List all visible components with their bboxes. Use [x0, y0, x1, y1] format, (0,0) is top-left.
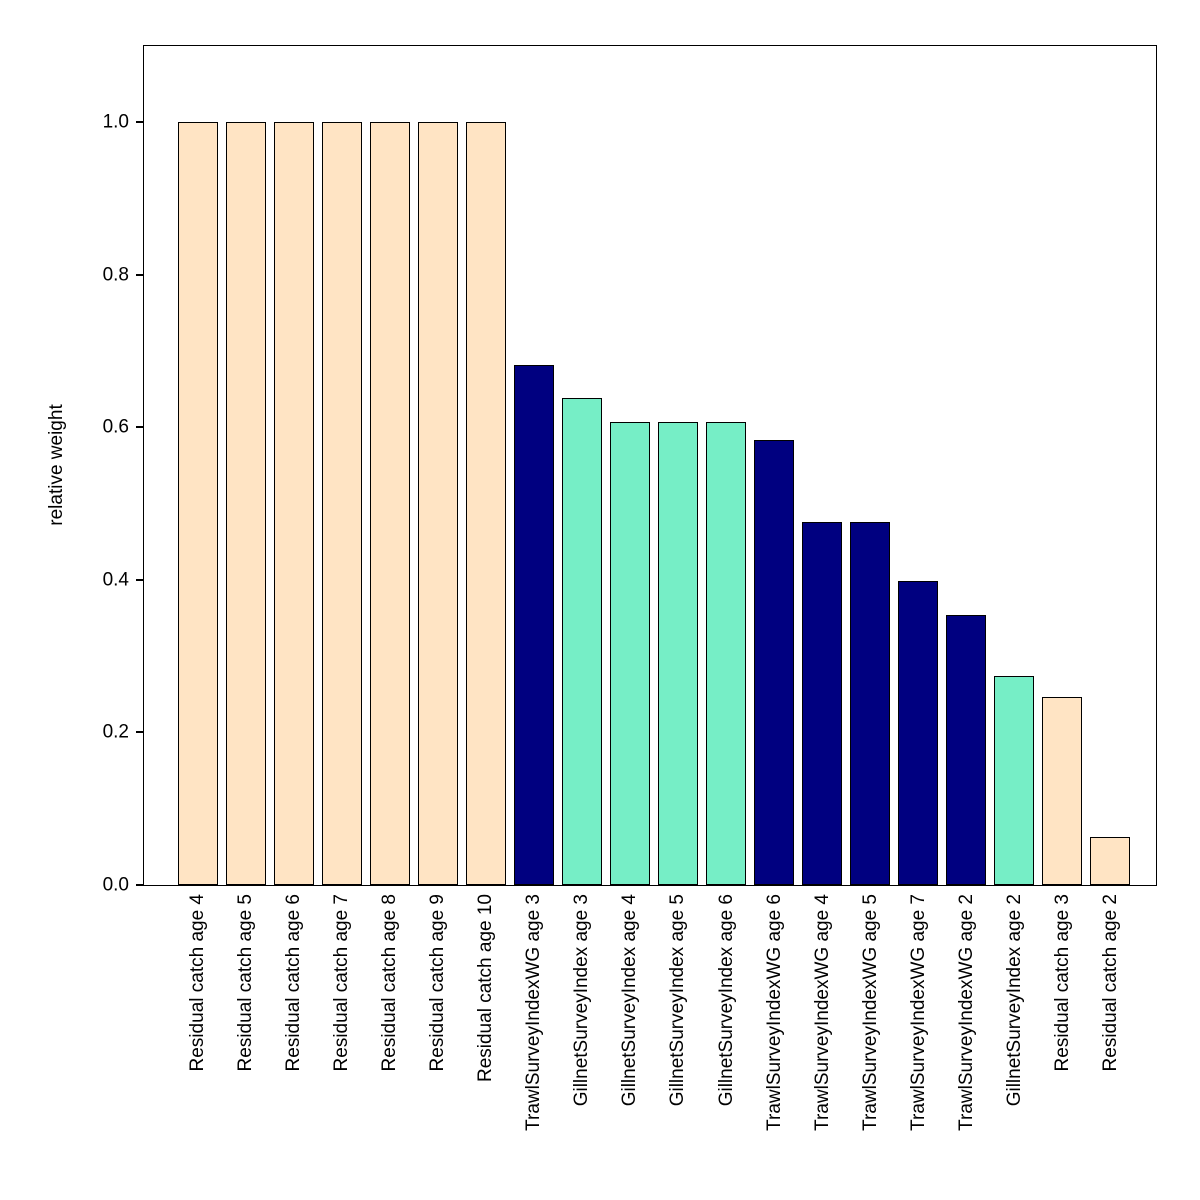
x-label-slot: GillnetSurveyIndex age 3 [558, 894, 606, 1106]
bar [706, 422, 746, 885]
bar-slot [318, 122, 366, 885]
bar-slot [414, 122, 462, 885]
bar [850, 521, 890, 885]
bar [898, 580, 938, 885]
x-label-slot: TrawlSurveyIndexWG age 2 [943, 894, 991, 1131]
bar-slot [654, 422, 702, 885]
x-tick-label: TrawlSurveyIndexWG age 5 [859, 894, 881, 1131]
bar [610, 422, 650, 885]
x-tick-label: TrawlSurveyIndexWG age 6 [763, 894, 785, 1131]
bar [1042, 697, 1082, 885]
y-axis-tick [136, 884, 144, 886]
bars-container [174, 46, 1134, 885]
bar-slot [750, 440, 798, 885]
bar-slot [462, 122, 510, 885]
x-label-slot: Residual catch age 9 [413, 894, 461, 1071]
y-tick-label: 0.2 [102, 721, 129, 743]
x-label-slot: Residual catch age 6 [269, 894, 317, 1071]
bar [514, 364, 554, 885]
bar [370, 122, 410, 885]
y-tick-label: 0.4 [102, 569, 129, 591]
bar [466, 122, 506, 885]
bar-slot [1038, 697, 1086, 885]
bar-slot [366, 122, 414, 885]
x-label-slot: TrawlSurveyIndexWG age 6 [750, 894, 798, 1131]
x-label-slot: GillnetSurveyIndex age 2 [991, 894, 1039, 1106]
bar [562, 398, 602, 885]
x-tick-label: Residual catch age 7 [330, 894, 352, 1072]
y-tick-label: 0.0 [102, 874, 129, 896]
bar-slot [894, 580, 942, 885]
x-label-slot: GillnetSurveyIndex age 4 [606, 894, 654, 1106]
x-tick-label: Residual catch age 5 [234, 894, 256, 1072]
bar [226, 122, 266, 885]
bar-slot [606, 422, 654, 885]
x-tick-label: TrawlSurveyIndexWG age 7 [907, 894, 929, 1131]
x-tick-label: Residual catch age 10 [475, 894, 497, 1083]
y-axis-tick [136, 273, 144, 276]
bar-slot [942, 615, 990, 885]
bar [946, 615, 986, 885]
bar-slot [510, 364, 558, 885]
x-label-slot: Residual catch age 5 [221, 894, 269, 1071]
x-tick-label: GillnetSurveyIndex age 3 [571, 894, 593, 1107]
bar [658, 422, 698, 885]
x-tick-label: GillnetSurveyIndex age 6 [715, 894, 737, 1107]
y-axis-title: relative weight [46, 404, 67, 526]
plot-area: 0.0 0.2 0.4 0.6 0.8 1.0 [103, 45, 1157, 895]
bar-slot [174, 122, 222, 885]
x-label-slot: TrawlSurveyIndexWG age 5 [846, 894, 894, 1131]
x-tick-label: GillnetSurveyIndex age 2 [1004, 894, 1026, 1107]
bar-slot [798, 521, 846, 885]
bar [418, 122, 458, 885]
y-tick-label: 1.0 [102, 111, 129, 133]
x-tick-label: Residual catch age 9 [427, 894, 449, 1072]
y-axis-tick [136, 121, 144, 124]
x-label-slot: TrawlSurveyIndexWG age 3 [510, 894, 558, 1131]
bar-slot [702, 422, 750, 885]
bar [274, 122, 314, 885]
x-tick-label: TrawlSurveyIndexWG age 4 [811, 894, 833, 1131]
x-label-slot: TrawlSurveyIndexWG age 7 [894, 894, 942, 1131]
y-tick-label: 0.6 [102, 416, 129, 438]
y-axis-tick [136, 578, 144, 581]
x-label-slot: GillnetSurveyIndex age 5 [654, 894, 702, 1106]
y-axis-tick [136, 426, 144, 429]
x-label-slot: Residual catch age 4 [173, 894, 221, 1071]
x-axis-labels: Residual catch age 4 Residual catch age 5… [173, 894, 1135, 1131]
y-tick-label: 0.8 [102, 264, 129, 286]
bar-slot [558, 398, 606, 885]
x-label-slot: TrawlSurveyIndexWG age 4 [798, 894, 846, 1131]
bar-slot [990, 676, 1038, 885]
x-tick-label: GillnetSurveyIndex age 5 [667, 894, 689, 1107]
x-tick-label: TrawlSurveyIndexWG age 2 [956, 894, 978, 1131]
x-label-slot: Residual catch age 3 [1039, 894, 1087, 1071]
bar-slot [270, 122, 318, 885]
x-tick-label: Residual catch age 3 [1052, 894, 1074, 1072]
bar-slot [846, 521, 894, 885]
x-label-slot: Residual catch age 7 [317, 894, 365, 1071]
x-label-slot: Residual catch age 8 [365, 894, 413, 1071]
x-tick-label: TrawlSurveyIndexWG age 3 [523, 894, 545, 1131]
x-tick-label: Residual catch age 2 [1100, 894, 1122, 1072]
bar [994, 676, 1034, 885]
bar [754, 440, 794, 885]
x-label-slot: Residual catch age 10 [462, 894, 510, 1082]
bar [322, 122, 362, 885]
bar [802, 521, 842, 885]
bar [1090, 836, 1130, 885]
bar-slot [222, 122, 270, 885]
y-axis-tick [136, 731, 144, 734]
bar [178, 122, 218, 885]
x-tick-label: Residual catch age 4 [186, 894, 208, 1072]
x-label-slot: Residual catch age 2 [1087, 894, 1135, 1071]
x-tick-label: GillnetSurveyIndex age 4 [619, 894, 641, 1107]
bar-slot [1086, 836, 1134, 885]
x-label-slot: GillnetSurveyIndex age 6 [702, 894, 750, 1106]
x-tick-label: Residual catch age 6 [282, 894, 304, 1072]
x-tick-label: Residual catch age 8 [378, 894, 400, 1072]
